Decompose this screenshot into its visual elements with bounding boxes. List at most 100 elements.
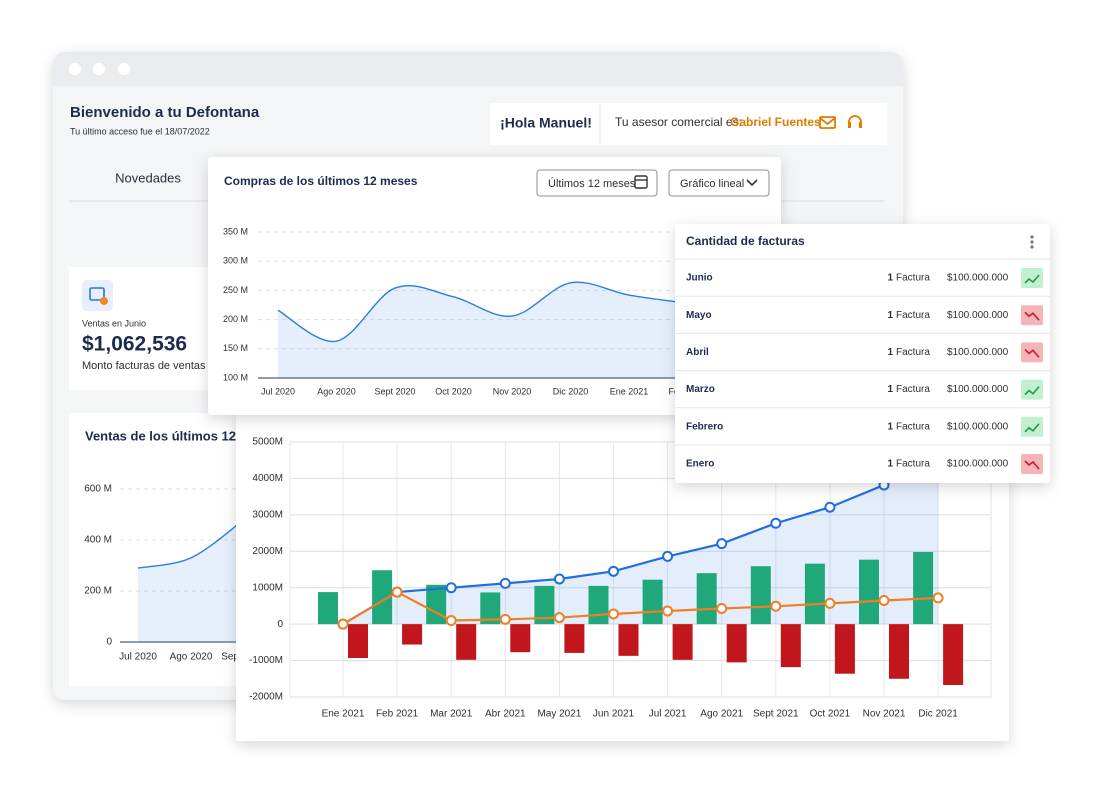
y-tick-label: 200 M [84,586,112,597]
bar [588,585,609,625]
point [770,517,782,529]
point [662,550,674,562]
point [716,538,728,550]
kpi-icon-bg [82,280,113,311]
menu-dot[interactable] [1030,245,1034,249]
y-tick-label: 5000M [252,437,283,448]
menu-dot[interactable] [1030,235,1034,239]
bar [456,624,477,660]
row-month: Febrero [686,421,723,432]
x-tick-label: Ene 2021 [322,709,365,720]
bar [318,592,338,625]
y-tick-label: 1000M [252,582,283,593]
x-tick-label: Jul 2020 [261,386,295,396]
range-button[interactable] [536,169,658,197]
x-tick-label: Ago 2020 [317,386,356,396]
point [499,577,511,589]
line [342,457,939,626]
greeting: ¡Hola Manuel! [500,115,592,131]
x-tick-label: Jun 2021 [593,709,635,720]
chart-type-label: Gráfico lineal [680,178,744,190]
support-icon[interactable] [848,115,862,128]
x-tick-label: Oct 2020 [435,386,472,396]
y-tick-label: 150 M [223,343,248,353]
x-tick-label: Dic 2021 [918,709,958,720]
chart-title: Ventas de los últimos 12 meses [85,428,280,443]
mail-icon[interactable] [819,116,836,129]
bar [348,624,368,659]
trend-arrow [1024,348,1040,358]
bar [943,624,964,685]
bar [672,624,693,660]
combo-chart: -2000M -1000M 0 1000M 2000M 3000M 4000M 5000M En… [249,437,992,720]
trend-arrow [1024,460,1040,470]
tab[interactable]: Novedades [115,170,181,185]
row-month: Junio [686,273,713,284]
window-dot [118,63,130,75]
table-title: Cantidad de facturas [686,234,805,248]
row-amount: $100.000.000 [947,273,1009,284]
bar [426,584,447,625]
headset-band [848,115,862,126]
bar [804,563,825,625]
y-tick-label: 250 M [223,285,248,295]
point [608,608,619,620]
title-bar-bottom [53,74,903,86]
bar [402,624,423,645]
bar [618,624,639,656]
row-unit: Factura [896,421,930,432]
row-count: 1 [887,310,893,321]
kpi-value: $1,062,536 [82,333,187,356]
invoices-card: Cantidad de facturas Junio 1 Factura $100.0… [675,224,1050,483]
sales-card [69,413,269,686]
kpi-label: Ventas en Junio [82,318,146,328]
menu-dot[interactable] [1030,240,1034,244]
kpi-icon-badge [100,297,108,305]
row-unit: Factura [896,459,930,470]
headset-ear [848,122,851,128]
headset-ear [859,122,862,128]
y-tick-label: 0 [106,637,112,648]
point [770,600,782,612]
advisor-name[interactable]: Gabriel Fuentes [730,115,821,129]
trend-icon [1021,342,1043,363]
trend-arrow [1024,311,1040,321]
bar [726,624,747,663]
point [608,565,619,577]
row-count: 1 [887,459,893,470]
purchases-card: Últimos 12 meses Gráfico lineal Compras … [208,157,781,415]
y-tick-label: 350 M [223,226,248,236]
row-amount: $100.000.000 [947,421,1009,432]
y-tick-label: 0 [277,619,283,630]
y-tick-label: -1000M [249,655,283,666]
window-dot [93,63,105,75]
trend-arrow [1024,274,1040,284]
y-tick-label: -2000M [249,692,283,703]
row-unit: Factura [896,347,930,358]
x-tick-label: Jul 2021 [649,709,687,720]
row-unit: Factura [896,310,930,321]
x-tick-label: Nov 2020 [493,386,532,396]
bar [696,573,717,625]
x-tick-label: Feb 2021 [376,709,419,720]
range-label: Últimos 12 meses [548,177,636,190]
row-count: 1 [887,421,893,432]
row-amount: $100.000.000 [947,347,1009,358]
x-tick-label: May 2021 [537,709,581,720]
bar [859,559,879,625]
trend-arrow [1024,386,1040,396]
point [445,615,457,626]
chart-type-button[interactable] [668,169,770,197]
x-tick-label: Sept 2021 [753,709,799,720]
y-tick-label: 2000M [252,546,283,557]
point [878,594,890,606]
point [824,597,836,609]
x-tick-label: Jul 2020 [119,652,157,663]
x-tick-label: Nov 2021 [863,709,906,720]
mail-flap [819,117,836,126]
point [499,613,511,625]
x-tick-label: Dic 2020 [553,386,589,396]
row-amount: $100.000.000 [947,459,1009,470]
point [716,602,728,614]
point [553,612,565,624]
